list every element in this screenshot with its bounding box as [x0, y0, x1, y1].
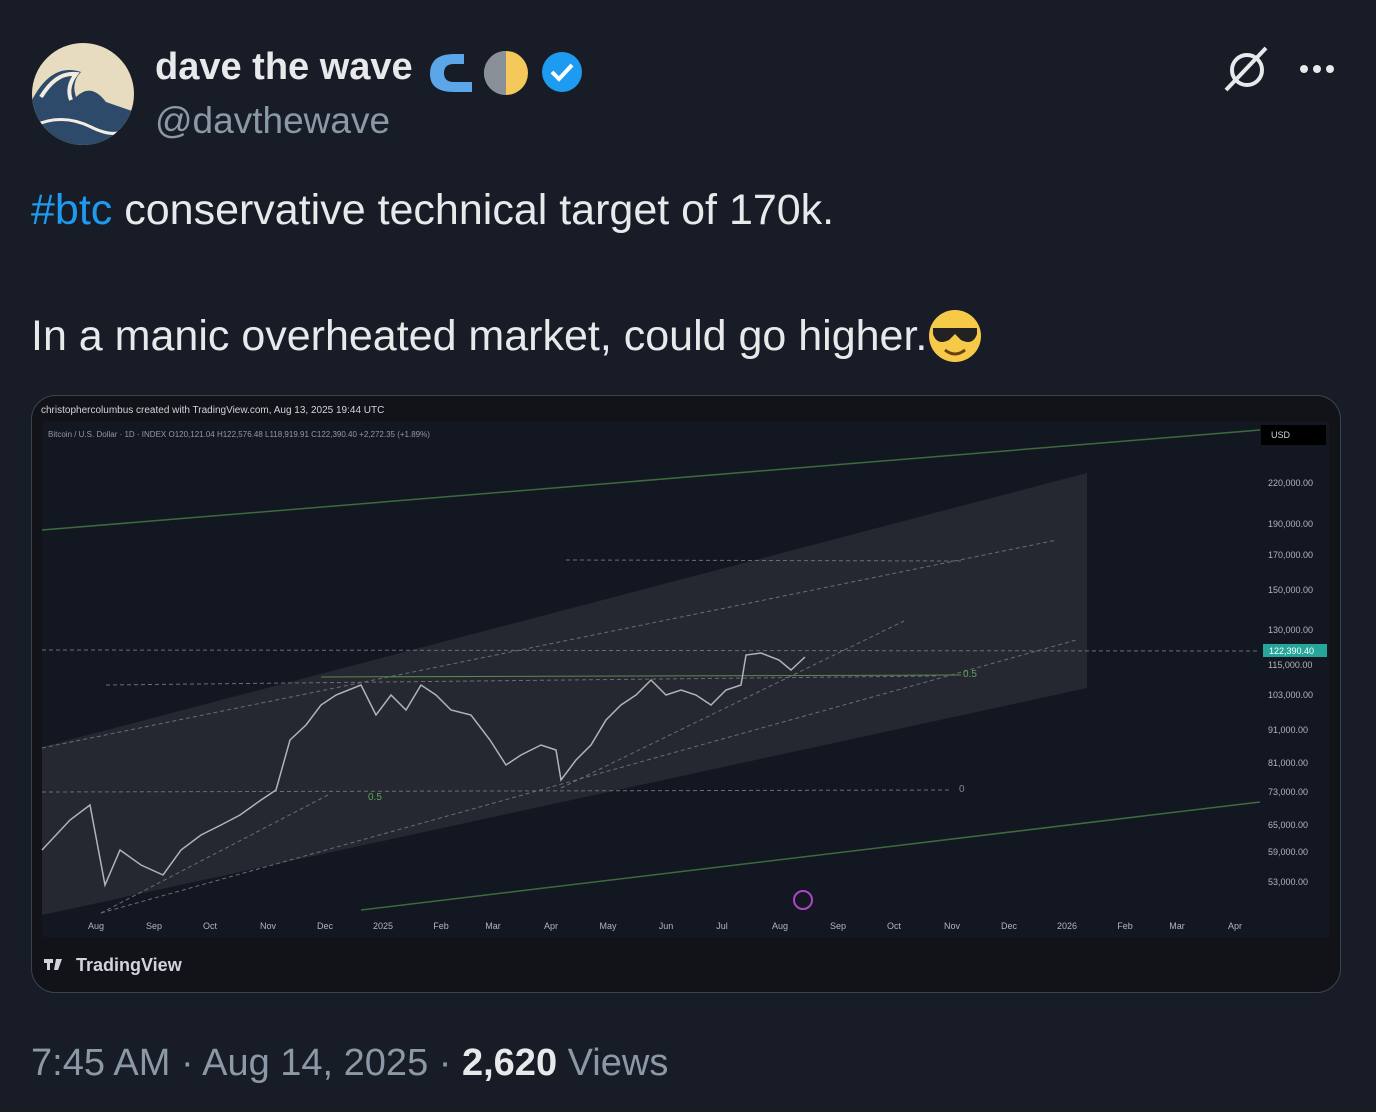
display-name[interactable]: dave the wave: [155, 46, 413, 88]
sunglasses-emoji: [929, 310, 982, 362]
last-price: 122,390.40: [1269, 646, 1314, 656]
handle[interactable]: @davthewave: [155, 100, 391, 141]
time-label: Apr: [544, 921, 558, 931]
trend-line: [41, 429, 1261, 531]
grok-icon[interactable]: [1224, 46, 1268, 92]
header-icons: [1224, 46, 1334, 92]
avatar[interactable]: [31, 42, 135, 146]
fib-label: 0.5: [368, 792, 382, 803]
tradingview-logo: [44, 959, 62, 970]
event-icon: [793, 890, 813, 910]
price-label: 73,000.00: [1268, 787, 1308, 797]
time-label: Sep: [146, 921, 162, 931]
dashed-lines: [41, 539, 1261, 914]
price-label: 130,000.00: [1268, 625, 1313, 635]
time-label: Jul: [716, 921, 728, 931]
chart-symbol: Bitcoin / U.S. Dollar · 1D · INDEX O120,…: [48, 430, 430, 439]
price-label: 91,000.00: [1268, 725, 1308, 735]
time-label: Oct: [887, 921, 902, 931]
tweet-text: In a manic overheated market, could go h…: [31, 312, 928, 360]
time-label: Nov: [260, 921, 277, 931]
price-label: 190,000.00: [1268, 519, 1313, 529]
price-label: 65,000.00: [1268, 820, 1308, 830]
channel: [42, 473, 1087, 915]
separator: ·: [438, 1042, 452, 1084]
more-menu[interactable]: [1300, 65, 1334, 73]
fib-label: 0: [959, 784, 965, 795]
time-label: Sep: [830, 921, 846, 931]
time-label: Aug: [772, 921, 788, 931]
trend-line: [360, 801, 1261, 911]
views-label: Views: [567, 1042, 669, 1084]
price-label: 150,000.00: [1268, 585, 1313, 595]
currency-box: [1261, 425, 1326, 445]
price-label: 103,000.00: [1268, 690, 1313, 700]
tweet-text: conservative technical target of 170k.: [124, 186, 835, 234]
time-label: Oct: [203, 921, 218, 931]
price-label: 170,000.00: [1268, 550, 1313, 560]
price-label: 53,000.00: [1268, 877, 1308, 887]
time-label: Feb: [1117, 921, 1133, 931]
price-label: 81,000.00: [1268, 758, 1308, 768]
time-label: Feb: [433, 921, 449, 931]
price-label: 220,000.00: [1268, 478, 1313, 488]
brand: TradingView: [76, 955, 183, 975]
time-label: Mar: [485, 921, 501, 931]
fib-label: 0.5: [963, 669, 977, 680]
footer: 7:45 AM · Aug 14, 2025 · 2,620 Views: [31, 1042, 668, 1085]
name-emojis: [430, 51, 582, 95]
view-count: 2,620: [461, 1042, 558, 1084]
time-label: May: [599, 921, 617, 931]
currency: USD: [1271, 430, 1291, 440]
time-label: Mar: [1169, 921, 1185, 931]
time-label: 2025: [373, 921, 393, 931]
chart-image[interactable]: christophercolumbus created with Trading…: [31, 395, 1341, 993]
price-label: 59,000.00: [1268, 847, 1308, 857]
separator: ·: [180, 1042, 194, 1084]
post-date[interactable]: Aug 14, 2025: [202, 1042, 429, 1084]
price-line: [41, 652, 806, 888]
time-label: Apr: [1228, 921, 1242, 931]
time-label: Aug: [88, 921, 104, 931]
price-label: 115,000.00: [1268, 660, 1312, 670]
tweet-line-1: #btc conservative technical target of 17…: [31, 186, 834, 235]
last-price-box: [1263, 644, 1327, 657]
time-label: Nov: [944, 921, 961, 931]
time-label: Jun: [659, 921, 674, 931]
time-label: Dec: [317, 921, 334, 931]
tweet-line-2: In a manic overheated market, could go h…: [31, 308, 983, 364]
post-time[interactable]: 7:45 AM: [31, 1042, 171, 1084]
time-label: 2026: [1057, 921, 1077, 931]
fib-line: [320, 674, 962, 678]
chart-credit: christophercolumbus created with Trading…: [41, 405, 384, 416]
hashtag[interactable]: #btc: [31, 186, 113, 234]
time-label: Dec: [1001, 921, 1018, 931]
